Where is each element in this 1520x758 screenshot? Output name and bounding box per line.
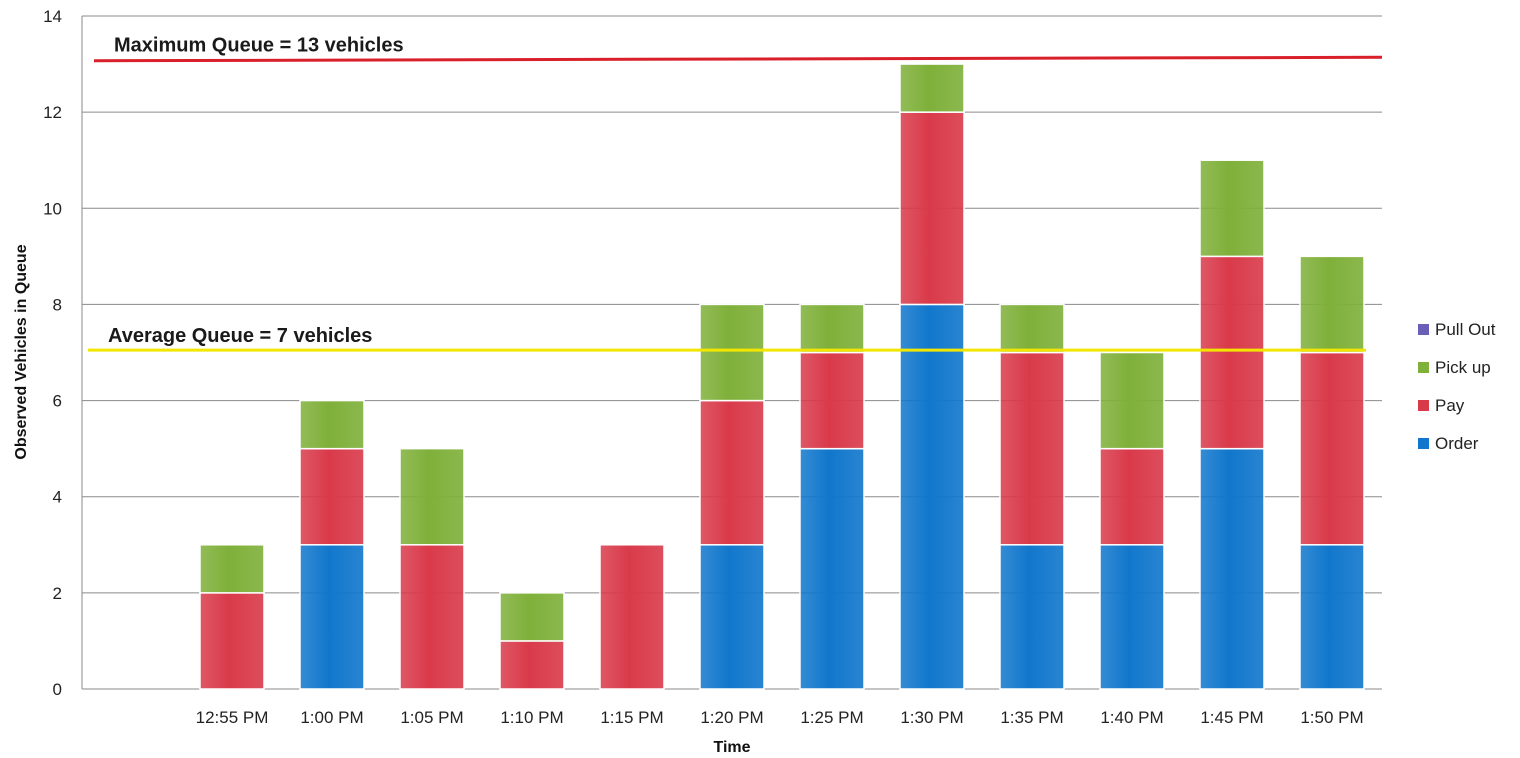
bar-segment-order bbox=[299, 544, 365, 690]
bar-segment-pay bbox=[199, 592, 265, 690]
bar-stacks bbox=[199, 63, 1365, 690]
bar-segment-order bbox=[899, 303, 965, 690]
x-tick-label: 1:00 PM bbox=[300, 708, 363, 727]
y-tick-label: 6 bbox=[53, 392, 62, 411]
y-tick-label: 14 bbox=[43, 7, 62, 26]
legend-label: Pay bbox=[1435, 396, 1465, 415]
legend-label: Pick up bbox=[1435, 358, 1491, 377]
bar-segment-order bbox=[1299, 544, 1365, 690]
reference-line-label: Average Queue = 7 vehicles bbox=[108, 325, 372, 347]
reference-line-label: Maximum Queue = 13 vehicles bbox=[114, 34, 404, 56]
bar-segment-pick-up bbox=[1099, 351, 1165, 450]
bar-segment-pay bbox=[999, 351, 1065, 546]
bar-segment-pay bbox=[1299, 351, 1365, 546]
legend-label: Order bbox=[1435, 434, 1479, 453]
bar-segment-pay bbox=[499, 640, 565, 690]
bar-segment-pick-up bbox=[399, 447, 465, 546]
reference-lines: Maximum Queue = 13 vehicles Average Queue… bbox=[88, 34, 1383, 352]
x-tick-label: 1:40 PM bbox=[1100, 708, 1163, 727]
legend: Pull Out Pick up Pay Order bbox=[1418, 320, 1496, 453]
x-tick-label: 1:15 PM bbox=[600, 708, 663, 727]
bar-segment-pick-up bbox=[799, 303, 865, 354]
x-tick-label: 1:35 PM bbox=[1000, 708, 1063, 727]
legend-swatch bbox=[1418, 400, 1429, 411]
x-tick-label: 1:30 PM bbox=[900, 708, 963, 727]
bar-segment-pick-up bbox=[699, 303, 765, 402]
reference-line bbox=[93, 55, 1383, 63]
x-tick-label: 1:10 PM bbox=[500, 708, 563, 727]
x-tick-label: 1:20 PM bbox=[700, 708, 763, 727]
legend-swatch bbox=[1418, 362, 1429, 373]
x-axis-ticks: 12:55 PM 1:00 PM 1:05 PM 1:10 PM 1:15 PM 1:20… bbox=[196, 708, 1364, 727]
bar-segment-pick-up bbox=[1299, 255, 1365, 354]
bar-segment-pay bbox=[599, 544, 665, 690]
y-tick-label: 0 bbox=[53, 680, 62, 699]
bar-segment-pick-up bbox=[299, 399, 365, 450]
bar-segment-pay bbox=[1199, 255, 1265, 450]
bar-segment-order bbox=[1099, 544, 1165, 690]
x-tick-label: 12:55 PM bbox=[196, 708, 269, 727]
y-axis-ticks: 0 2 4 6 8 10 12 14 bbox=[43, 7, 62, 699]
bar-segment-pay bbox=[399, 544, 465, 690]
bar-segment-pay bbox=[1099, 447, 1165, 546]
x-tick-label: 1:25 PM bbox=[800, 708, 863, 727]
bar-segment-order bbox=[699, 544, 765, 690]
bar-segment-pay bbox=[699, 399, 765, 546]
x-tick-label: 1:45 PM bbox=[1200, 708, 1263, 727]
y-axis-title: Observed Vehicles in Queue bbox=[13, 244, 30, 459]
legend-swatch bbox=[1418, 324, 1429, 335]
y-tick-label: 10 bbox=[43, 199, 62, 218]
bar-segment-pay bbox=[899, 111, 965, 306]
y-tick-label: 2 bbox=[53, 584, 62, 603]
bar-segment-pay bbox=[799, 351, 865, 450]
y-tick-label: 4 bbox=[53, 488, 62, 507]
bar-segment-pick-up bbox=[199, 544, 265, 594]
y-tick-label: 8 bbox=[53, 295, 62, 314]
bar-segment-order bbox=[999, 544, 1065, 690]
bar-segment-pay bbox=[299, 447, 365, 546]
bar-segment-order bbox=[1199, 447, 1265, 690]
legend-swatch bbox=[1418, 438, 1429, 449]
bar-segment-pick-up bbox=[1199, 159, 1265, 258]
bar-segment-pick-up bbox=[899, 63, 965, 113]
bar-segment-pick-up bbox=[499, 592, 565, 642]
bar-segment-pick-up bbox=[999, 303, 1065, 354]
legend-label: Pull Out bbox=[1435, 320, 1496, 339]
bar-segment-order bbox=[799, 447, 865, 690]
x-tick-label: 1:50 PM bbox=[1300, 708, 1363, 727]
y-tick-label: 12 bbox=[43, 103, 62, 122]
x-axis-title: Time bbox=[713, 739, 750, 756]
x-tick-label: 1:05 PM bbox=[400, 708, 463, 727]
